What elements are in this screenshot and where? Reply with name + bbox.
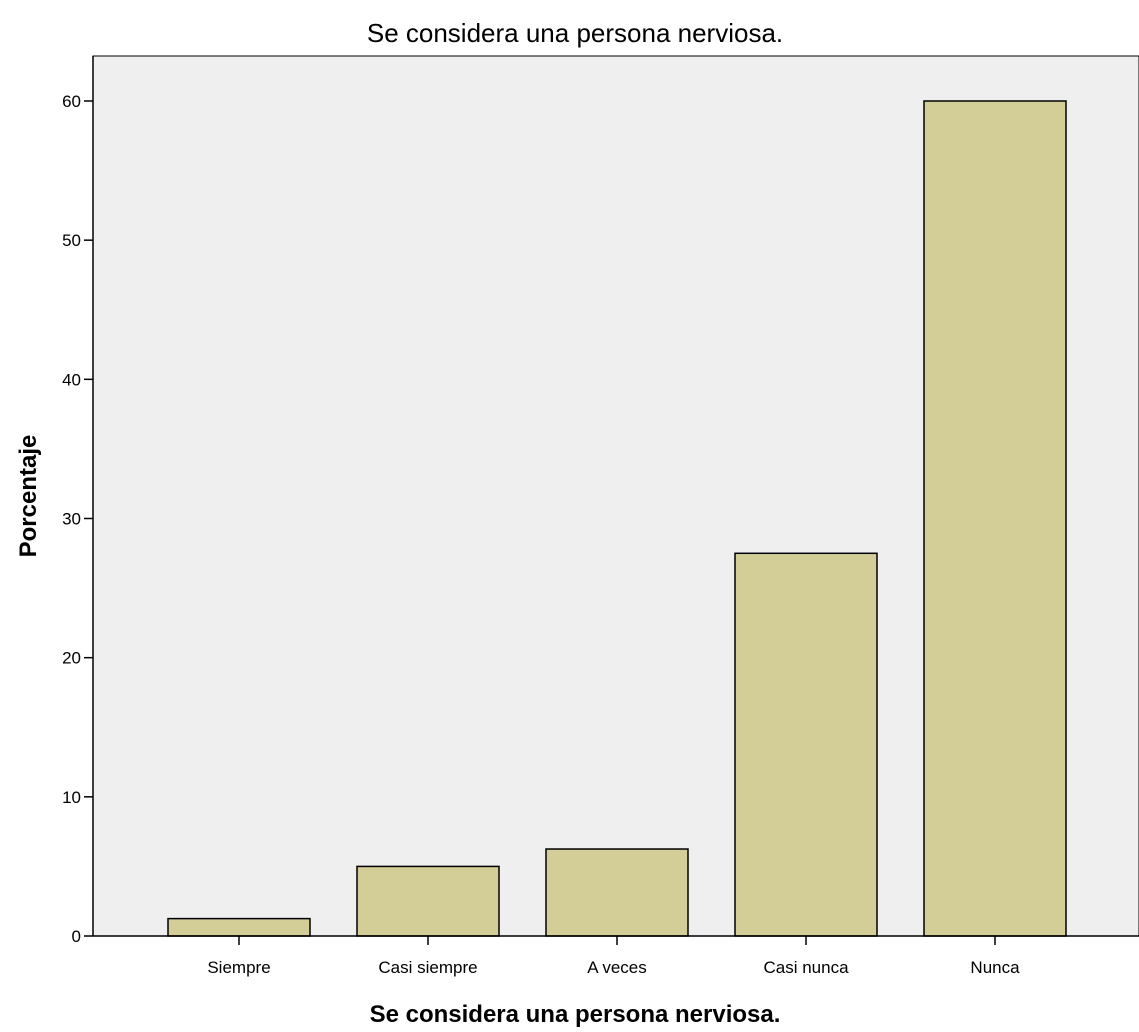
y-tick-label: 0 [72, 927, 81, 946]
y-axis: 0 10 20 30 40 50 60 [62, 56, 94, 946]
x-tick-label: A veces [587, 958, 647, 977]
y-tick-label: 50 [62, 231, 81, 250]
x-tick-label: Nunca [970, 958, 1020, 977]
y-tick-label: 20 [62, 649, 81, 668]
bar [167, 917, 311, 937]
bars [167, 100, 1067, 937]
x-axis: Siempre Casi siempre A veces Casi nunca Nunc… [93, 935, 1139, 977]
y-tick-label: 10 [62, 788, 81, 807]
bar [734, 552, 878, 937]
x-tick-label: Casi nunca [763, 958, 849, 977]
y-axis-label: Porcentaje [15, 435, 42, 558]
x-axis-label: Se considera una persona nerviosa. [370, 1001, 781, 1028]
y-tick-label: 60 [62, 92, 81, 111]
bar [923, 100, 1067, 937]
bar [545, 848, 689, 937]
chart-title: Se considera una persona nerviosa. [367, 18, 783, 48]
x-tick-label: Casi siempre [378, 958, 477, 977]
bar [356, 865, 500, 937]
y-tick-label: 30 [62, 510, 81, 529]
x-tick-label: Siempre [207, 958, 270, 977]
y-tick-label: 40 [62, 370, 81, 389]
